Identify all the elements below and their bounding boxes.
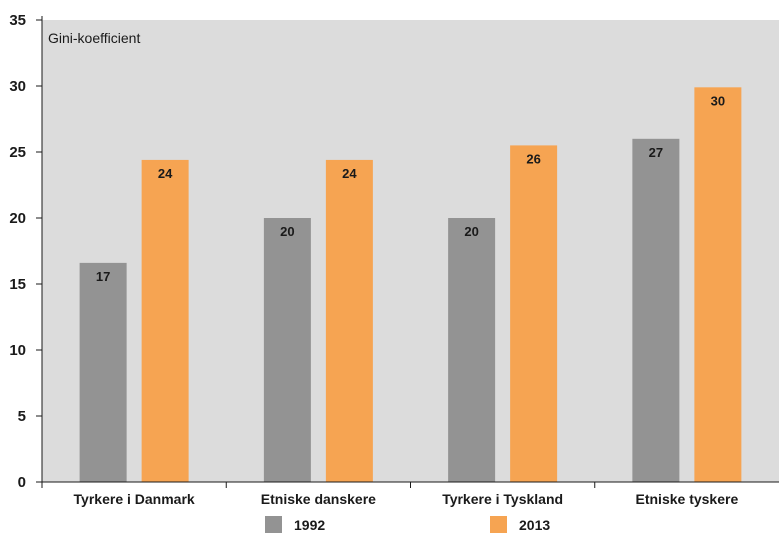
bar-2013 — [694, 87, 742, 482]
bar-2013 — [325, 159, 373, 483]
legend-label-2013: 2013 — [519, 516, 551, 533]
bar-1992 — [79, 262, 127, 482]
data-label: 27 — [649, 145, 663, 160]
x-tick-label: Etniske tyskere — [636, 491, 739, 507]
data-label: 24 — [158, 166, 173, 181]
x-tick-label: Tyrkere i Tyskland — [442, 491, 563, 507]
y-axis: 0 5 10 15 20 25 30 35 — [9, 12, 43, 491]
y-tick-label: 20 — [9, 210, 26, 227]
y-tick-label: 10 — [9, 342, 26, 359]
data-label: 20 — [280, 224, 294, 239]
y-tick-label: 25 — [9, 144, 26, 161]
bar-chart: 17 24 20 24 20 26 27 30 0 5 10 15 20 25 30 35 Tyrkere … — [9, 12, 779, 507]
legend: 1992 2013 — [0, 516, 779, 536]
y-tick-label: 15 — [9, 276, 26, 293]
legend-label-1992: 1992 — [294, 516, 326, 533]
legend-item-1992: 1992 — [265, 516, 325, 533]
legend-item-2013: 2013 — [490, 516, 550, 533]
y-tick-label: 0 — [18, 474, 26, 491]
data-label: 30 — [711, 93, 725, 108]
legend-swatch-1992 — [265, 516, 282, 533]
legend-swatch-2013 — [490, 516, 507, 533]
bar-1992 — [448, 218, 496, 482]
x-axis: Tyrkere i Danmark Etniske danskere Tyrkere… — [41, 481, 779, 507]
bar-1992 — [263, 218, 311, 482]
bar-2013 — [510, 145, 558, 482]
data-label: 26 — [526, 151, 540, 166]
x-tick-label: Etniske danskere — [261, 491, 376, 507]
y-tick-label: 35 — [9, 12, 26, 29]
data-label: 24 — [342, 166, 357, 181]
x-tick-label: Tyrkere i Danmark — [74, 491, 195, 507]
bar-1992 — [632, 138, 680, 483]
y-tick-label: 5 — [18, 408, 26, 425]
bars-group: 17 24 20 24 20 26 27 30 — [79, 87, 742, 483]
y-tick-label: 30 — [9, 78, 26, 95]
y-axis-label: Gini-koefficient — [48, 30, 140, 46]
data-label: 17 — [96, 269, 110, 284]
bar-2013 — [141, 159, 189, 483]
data-label: 20 — [464, 224, 478, 239]
